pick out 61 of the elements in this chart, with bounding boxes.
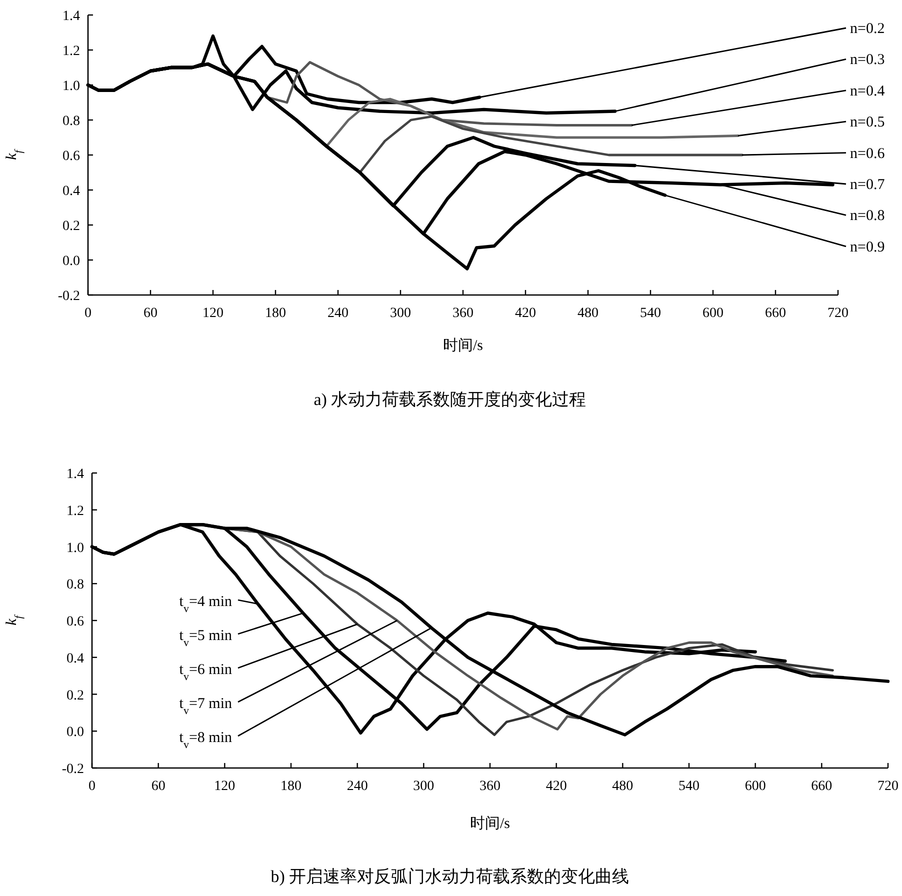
annotation: t$_{v}$=6 min — [179, 662, 232, 683]
y-tick-label: -0.2 — [58, 289, 80, 304]
x-tick-label: 420 — [515, 306, 536, 321]
annotation: t$_{v}$=7 min — [179, 696, 232, 717]
x-tick-label: 720 — [828, 306, 848, 321]
annotation: t$_{v}$=4 min — [179, 594, 232, 615]
x-tick-label: 420 — [546, 779, 567, 794]
y-tick-label: 1.0 — [62, 79, 80, 94]
x-tick-label: 240 — [328, 306, 348, 321]
annotation: t$_{v}$=8 min — [179, 730, 232, 751]
annotation: t$_{v}$=5 min — [179, 628, 232, 649]
y-tick-label: 1.2 — [62, 44, 80, 59]
x-tick-label: 60 — [144, 306, 158, 321]
x-tick-label: 360 — [480, 779, 500, 794]
annotation: n=0.4 — [850, 83, 886, 100]
x-axis-title: 时间/s — [470, 815, 510, 832]
annotation: n=0.7 — [850, 177, 886, 193]
annotation: n=0.8 — [850, 208, 885, 224]
y-tick-label: 0.8 — [66, 578, 84, 593]
x-tick-label: 240 — [346, 779, 368, 794]
x-tick-label: 300 — [413, 779, 434, 794]
x-tick-label: 300 — [390, 306, 411, 321]
x-tick-label: 660 — [811, 779, 832, 794]
annotation: n=0.5 — [850, 114, 885, 131]
text: a) 水动力荷载系数随开度的变化过程 — [314, 390, 586, 409]
y-tick-label: 0.6 — [66, 614, 84, 630]
x-tick-label: 360 — [452, 306, 474, 321]
x-tick-label: 600 — [744, 779, 766, 794]
y-tick-label: 1.4 — [62, 9, 80, 24]
x-tick-label: 660 — [765, 306, 786, 321]
x-tick-label: 0 — [88, 779, 96, 794]
x-tick-label: 540 — [678, 779, 700, 794]
y-tick-label: 0.6 — [62, 149, 80, 164]
x-tick-label: 480 — [578, 306, 598, 321]
x-tick-label: 540 — [640, 306, 661, 321]
x-tick-label: 600 — [702, 306, 724, 321]
y-tick-label: 0.2 — [66, 688, 84, 704]
x-tick-label: 60 — [151, 779, 166, 794]
annotation: n=0.9 — [850, 239, 885, 256]
x-tick-label: 720 — [878, 779, 898, 794]
annotation: n=0.2 — [850, 21, 885, 37]
y-tick-label: 0.0 — [62, 254, 80, 269]
x-tick-label: 120 — [214, 779, 236, 794]
y-tick-label: 0.4 — [62, 184, 80, 199]
x-tick-label: 120 — [202, 306, 224, 321]
annotation: n=0.6 — [850, 146, 886, 162]
x-tick-label: 0 — [84, 306, 92, 321]
y-tick-label: 1.0 — [66, 540, 84, 556]
y-tick-label: 1.2 — [66, 504, 84, 519]
y-tick-label: 0.8 — [62, 114, 80, 129]
x-tick-label: 480 — [612, 779, 634, 794]
x-axis-title: 时间/s — [442, 337, 484, 354]
text: b) 开启速率对反弧门水动力荷载系数的变化曲线 — [270, 867, 630, 886]
x-tick-label: 180 — [265, 306, 286, 321]
y-tick-label: 1.4 — [66, 467, 84, 482]
y-tick-label: 0.0 — [66, 725, 84, 740]
x-tick-label: 180 — [280, 779, 302, 794]
y-tick-label: 0.4 — [66, 651, 84, 666]
y-tick-label: -0.2 — [62, 762, 84, 777]
y-tick-label: 0.2 — [62, 219, 80, 234]
annotation: n=0.3 — [850, 52, 885, 68]
